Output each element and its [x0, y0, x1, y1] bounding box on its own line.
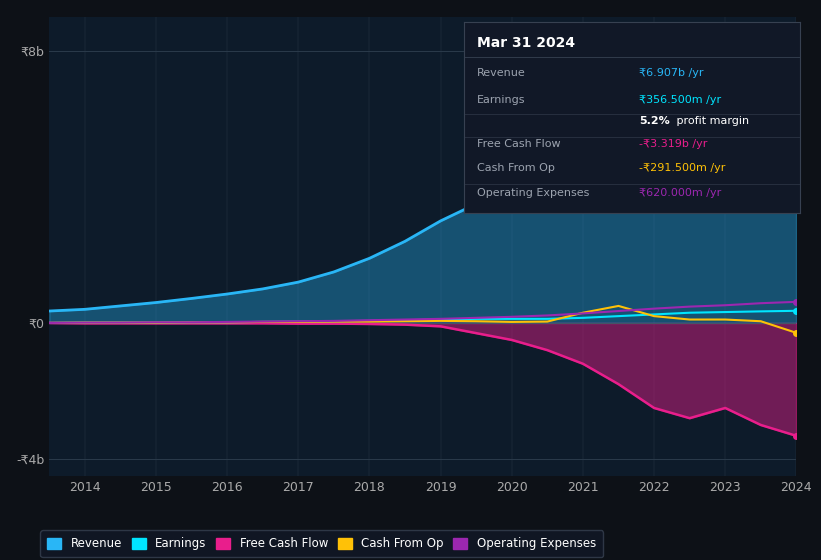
- Text: ₹356.500m /yr: ₹356.500m /yr: [639, 95, 721, 105]
- Text: Cash From Op: Cash From Op: [477, 164, 555, 173]
- Legend: Revenue, Earnings, Free Cash Flow, Cash From Op, Operating Expenses: Revenue, Earnings, Free Cash Flow, Cash …: [40, 530, 603, 557]
- Text: Earnings: Earnings: [477, 95, 525, 105]
- Text: Mar 31 2024: Mar 31 2024: [477, 36, 576, 50]
- Text: -₹3.319b /yr: -₹3.319b /yr: [639, 138, 707, 148]
- Text: ₹620.000m /yr: ₹620.000m /yr: [639, 188, 721, 198]
- Text: 5.2%: 5.2%: [639, 116, 670, 125]
- Text: ₹6.907b /yr: ₹6.907b /yr: [639, 68, 704, 78]
- Text: profit margin: profit margin: [672, 116, 749, 125]
- Text: -₹291.500m /yr: -₹291.500m /yr: [639, 164, 725, 173]
- Text: Free Cash Flow: Free Cash Flow: [477, 138, 561, 148]
- Text: Revenue: Revenue: [477, 68, 526, 78]
- Text: Operating Expenses: Operating Expenses: [477, 188, 589, 198]
